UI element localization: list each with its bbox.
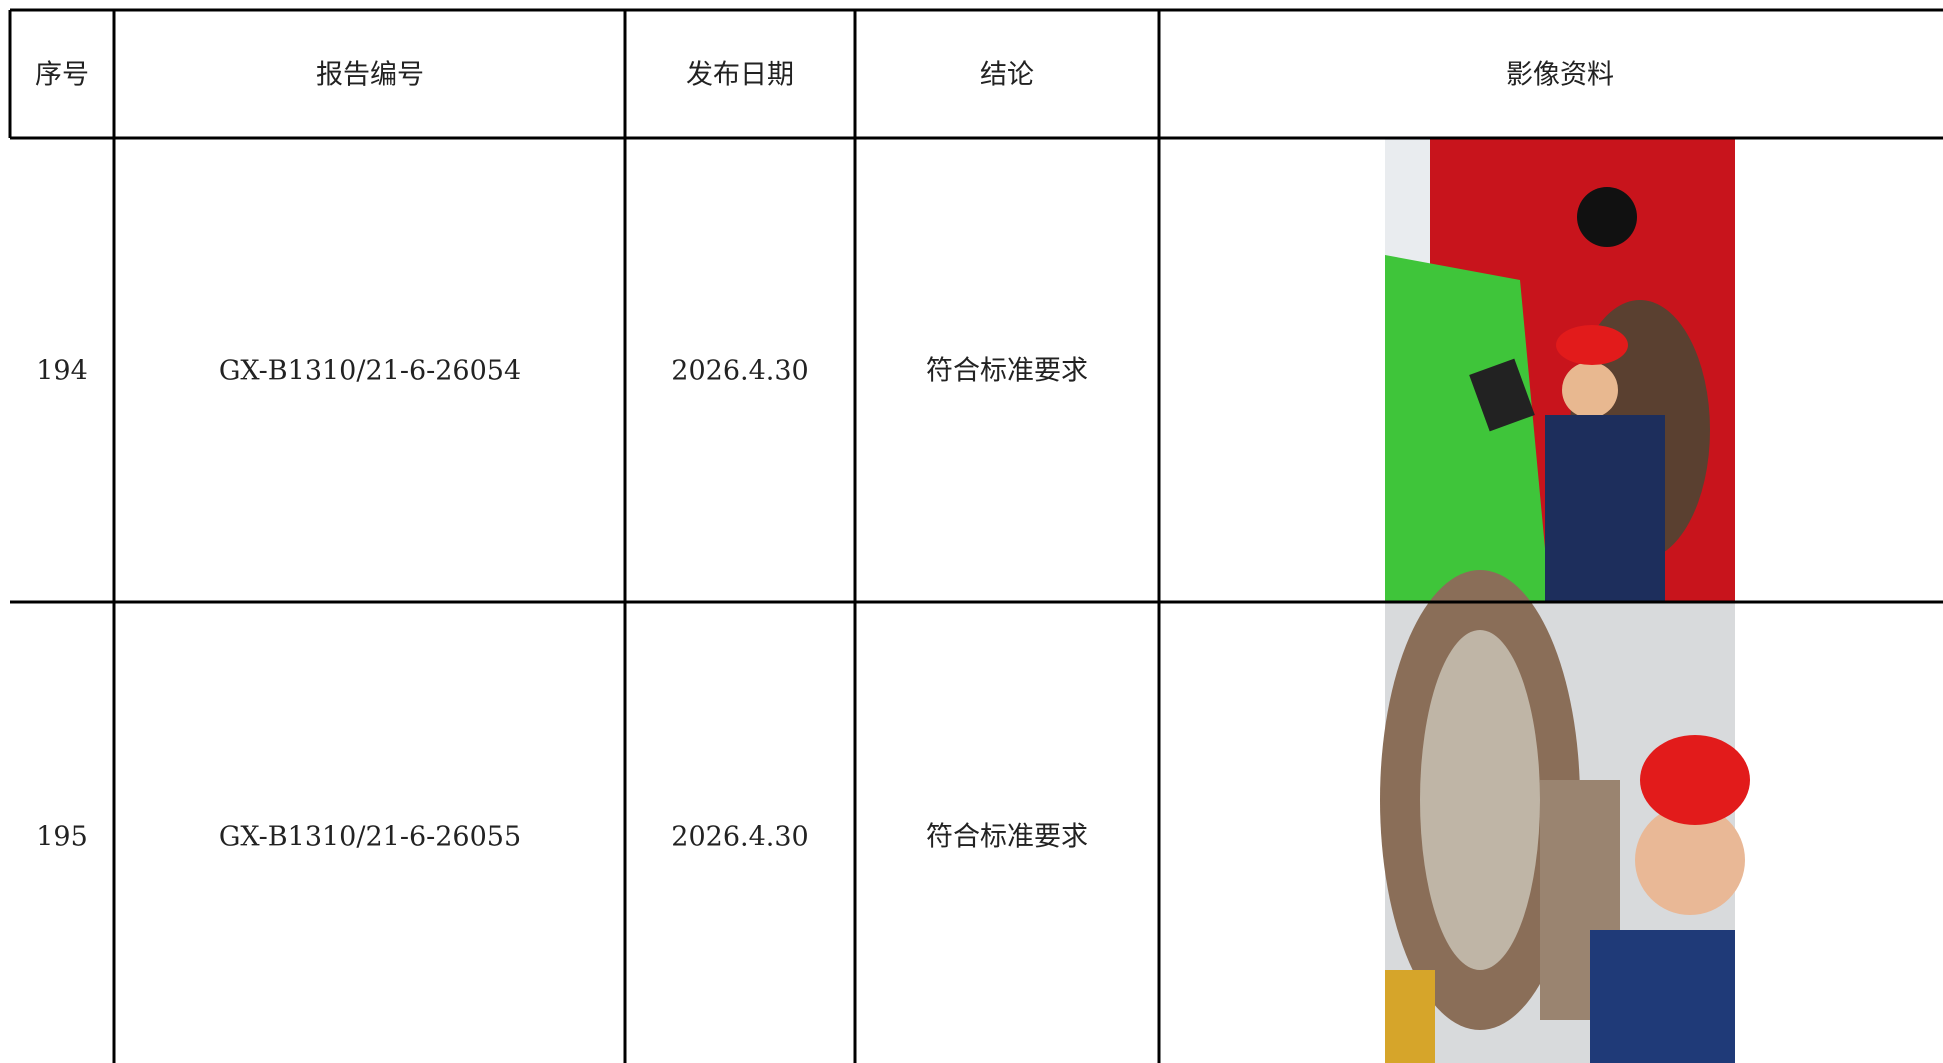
table-cell: 2026.4.30 — [671, 822, 808, 853]
table-cell: GX-B1310/21-6-26055 — [219, 822, 521, 853]
table-cell: 194 — [36, 356, 88, 387]
header-cell: 报告编号 — [316, 60, 424, 91]
header-cell: 序号 — [35, 60, 89, 91]
table-cell: 195 — [36, 822, 88, 853]
photo-1 — [1385, 139, 1735, 602]
table-cell: 符合标准要求 — [926, 356, 1088, 387]
table-cell: 符合标准要求 — [926, 822, 1088, 853]
header-cell: 结论 — [980, 60, 1034, 91]
table-cell: 2026.4.30 — [671, 356, 808, 387]
table-cell: GX-B1310/21-6-26054 — [219, 356, 521, 387]
header-cell: 发布日期 — [686, 60, 794, 91]
photo-2 — [1380, 570, 1750, 1063]
header-cell: 影像资料 — [1506, 60, 1614, 91]
table-grid — [8, 8, 1943, 1063]
